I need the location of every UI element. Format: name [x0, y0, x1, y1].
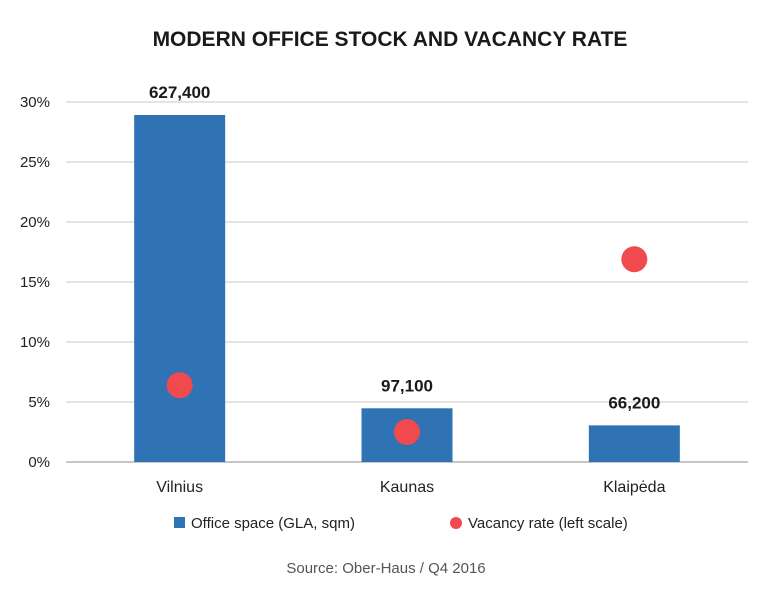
category-label: Klaipėda	[603, 479, 665, 496]
y-axis: 0% 5% 10% 15% 20% 25% 30%	[20, 94, 50, 471]
chart-title: MODERN OFFICE STOCK AND VACANCY RATE	[153, 28, 628, 51]
vacancy-point	[621, 246, 648, 273]
bar-value-label: 97,100	[381, 376, 433, 395]
legend-label-office-space: Office space (GLA, sqm)	[191, 515, 355, 532]
y-tick-label: 10%	[20, 334, 50, 351]
y-tick-label: 20%	[20, 214, 50, 231]
y-tick-label: 0%	[28, 454, 50, 471]
vacancy-points	[166, 246, 648, 445]
y-tick-label: 15%	[20, 274, 50, 291]
legend-swatch-office-space	[174, 517, 185, 528]
source-note: Source: Ober-Haus / Q4 2016	[286, 560, 485, 577]
y-tick-label: 25%	[20, 154, 50, 171]
legend-label-vacancy-rate: Vacancy rate (left scale)	[468, 515, 628, 532]
y-tick-label: 30%	[20, 94, 50, 111]
bar-2	[588, 425, 680, 462]
category-label: Vilnius	[156, 479, 203, 496]
vacancy-point	[394, 419, 420, 445]
bars: 627,400 97,100 66,200	[134, 83, 680, 462]
category-label: Kaunas	[380, 479, 434, 496]
legend-swatch-vacancy-rate	[450, 517, 462, 529]
y-tick-label: 5%	[28, 394, 50, 411]
vacancy-point	[166, 372, 193, 399]
bar-value-label: 627,400	[149, 83, 210, 102]
bar-value-label: 66,200	[608, 393, 660, 412]
legend: Office space (GLA, sqm) Vacancy rate (le…	[174, 515, 628, 532]
bar-0	[134, 115, 226, 462]
x-axis: Vilnius Kaunas Klaipėda	[156, 479, 665, 496]
